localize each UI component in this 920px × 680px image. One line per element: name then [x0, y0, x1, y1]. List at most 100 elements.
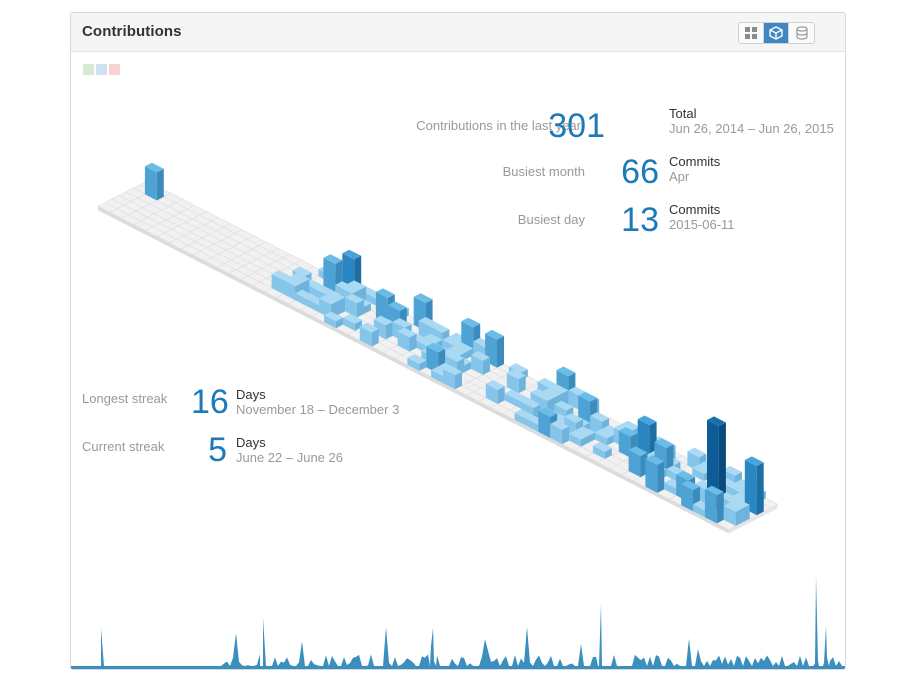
contribution-bar [359, 322, 379, 333]
contribution-bar [485, 329, 504, 340]
contribution-bar [397, 331, 410, 352]
contribution-bar [343, 314, 362, 324]
contribution-bar [730, 498, 750, 509]
contribution-bar [364, 303, 371, 314]
contribution-bar [538, 407, 558, 417]
stat-current-streak-label: Current streak [82, 439, 165, 454]
contribution-bar [723, 502, 743, 512]
contribution-bar [681, 480, 700, 491]
contribution-bar [338, 297, 346, 315]
contribution-bar [628, 446, 648, 457]
contribution-bar [156, 168, 164, 201]
stat-longest-streak-sub: November 18 – December 3 [236, 402, 400, 417]
contribution-bar [407, 354, 427, 364]
stat-total-value: 301 [548, 107, 605, 145]
contribution-bar [618, 427, 638, 437]
stat-current-streak-unit: Days [236, 435, 266, 450]
stat-current-streak-sub: June 22 – June 26 [236, 450, 343, 465]
contribution-bar [595, 428, 614, 439]
contribution-bar [666, 469, 679, 483]
stat-busiest-month-value: 66 [621, 153, 659, 191]
stats-view-button[interactable] [789, 23, 814, 43]
contribution-bar [409, 333, 417, 352]
contribution-bar [645, 458, 658, 493]
contribution-bar [407, 357, 420, 371]
contribution-bar [323, 254, 343, 264]
contribution-bar [535, 391, 555, 401]
contribution-bar [704, 489, 717, 524]
contribution-bar [581, 436, 588, 447]
database-icon [795, 26, 808, 40]
contribution-bar [554, 400, 574, 411]
contribution-bar [756, 462, 764, 516]
contribution-bar [542, 387, 562, 398]
contribution-bar [514, 412, 527, 426]
contribution-bar [681, 484, 693, 512]
stat-busiest-month-sub: Apr [669, 169, 690, 184]
contribution-bar [283, 276, 303, 287]
contribution-bar [693, 504, 705, 518]
contribution-bar [445, 352, 465, 362]
grid-cell [716, 519, 737, 530]
contribution-bar [295, 293, 308, 307]
contribution-bar [354, 320, 362, 331]
stat-total-sub: Jun 26, 2014 – Jun 26, 2015 [669, 121, 834, 136]
contribution-bar [461, 317, 481, 328]
sparkline-area [71, 576, 845, 669]
isometric-view-button[interactable] [764, 23, 789, 43]
contribution-bar [723, 465, 742, 476]
contribution-bar [514, 409, 534, 419]
contribution-bar [324, 315, 336, 329]
contribution-bar [423, 333, 443, 344]
contribution-bar [426, 342, 446, 353]
contribution-bar [568, 390, 581, 411]
contribution-bar [431, 370, 444, 384]
contribution-bar [550, 420, 570, 431]
contribution-bar [426, 346, 439, 374]
contribution-bar [326, 291, 346, 301]
legend-swatch-green [83, 64, 94, 75]
contribution-bar [387, 301, 407, 312]
contribution-bar [443, 365, 462, 376]
view-toggle [738, 22, 815, 44]
stat-current-streak-value: 5 [208, 431, 227, 469]
stat-busiest-day-sub: 2015-06-11 [669, 217, 735, 232]
contribution-bar [508, 363, 528, 373]
contribution-bar [723, 505, 736, 526]
contribution-bar [620, 420, 640, 431]
stat-busiest-month-label: Busiest month [502, 164, 585, 179]
grid-icon [745, 27, 757, 39]
contribution-bar [716, 491, 724, 524]
contribution-bar [442, 336, 462, 346]
contribution-bar [604, 448, 612, 459]
contribution-bar [392, 318, 412, 328]
grid-view-button[interactable] [739, 23, 764, 43]
contribution-bar [744, 456, 764, 467]
contribution-bar [728, 482, 747, 493]
contribution-bar [485, 383, 498, 404]
contribution-bar [526, 418, 539, 432]
contribution-bar [595, 432, 607, 446]
contribution-bar [506, 369, 526, 380]
contribution-bar [676, 470, 696, 481]
contribution-bar [371, 328, 379, 347]
contribution-bar [592, 445, 605, 459]
contribution-bar [347, 280, 367, 291]
contribution-bar [550, 424, 563, 445]
contribution-bar [692, 467, 705, 481]
contribution-bar [471, 351, 490, 361]
contribution-bar [443, 369, 455, 390]
stat-total-unit: Total [669, 106, 697, 121]
contribution-bar [345, 297, 357, 318]
contribution-bar [657, 461, 665, 493]
contribution-bar [483, 357, 490, 375]
contribution-bar [518, 375, 526, 394]
contribution-bar [564, 413, 584, 423]
activity-sparkline [71, 576, 845, 669]
stat-longest-streak-label: Longest streak [82, 391, 168, 406]
contribution-bar [295, 289, 315, 300]
contribution-bar [497, 336, 504, 368]
contribution-bar [323, 257, 336, 292]
contribution-bar [359, 326, 372, 347]
contribution-bar [447, 345, 467, 356]
